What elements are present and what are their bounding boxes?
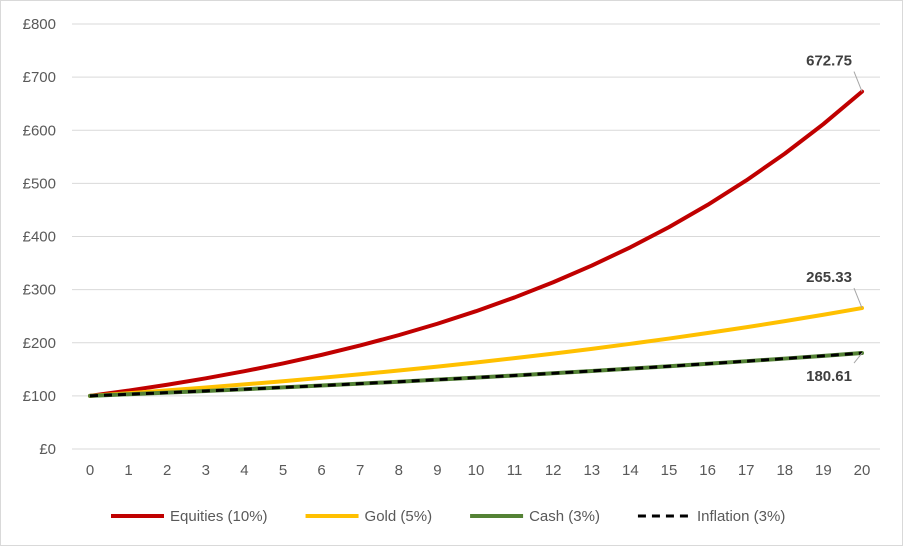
x-tick-label: 14: [622, 462, 639, 479]
x-tick-label: 5: [279, 462, 287, 479]
data-label: 265.33: [806, 269, 852, 286]
x-tick-label: 4: [240, 462, 248, 479]
y-axis-ticks: £0 £100 £200 £300 £400 £500 £600 £700 £800: [23, 16, 56, 458]
x-tick-label: 9: [433, 462, 441, 479]
x-tick-label: 17: [738, 462, 755, 479]
x-tick-label: 16: [699, 462, 716, 479]
series-line-equities-10: [88, 89, 864, 398]
x-tick-label: 8: [395, 462, 403, 479]
x-tick-label: 6: [317, 462, 325, 479]
legend-label: Gold (5%): [365, 508, 433, 525]
x-tick-label: 1: [124, 462, 132, 479]
legend: Equities (10%) Gold (5%) Cash (3%) Inflatio…: [111, 508, 785, 525]
y-tick-label: £400: [23, 229, 56, 246]
gridlines: [72, 23, 880, 450]
data-label-leader: [853, 287, 863, 309]
x-tick-label: 7: [356, 462, 364, 479]
x-tick-label: 13: [583, 462, 600, 479]
x-tick-label: 12: [545, 462, 562, 479]
series-lines: [88, 89, 864, 398]
y-tick-label: £500: [23, 175, 56, 192]
data-labels: 672.75 265.33 180.61: [806, 53, 863, 385]
x-tick-label: 0: [86, 462, 94, 479]
y-tick-label: £700: [23, 69, 56, 86]
x-tick-label: 15: [661, 462, 678, 479]
legend-label: Equities (10%): [170, 508, 268, 525]
y-tick-label: £0: [39, 441, 56, 458]
series-line-gold-5: [88, 306, 864, 398]
legend-item: Equities (10%): [111, 508, 268, 525]
x-tick-label: 18: [776, 462, 793, 479]
y-tick-label: £600: [23, 122, 56, 139]
x-tick-label: 20: [854, 462, 871, 479]
data-label-leader: [853, 71, 863, 92]
x-axis-ticks: 0 1 2 3 4 5 6 7 8 9 10 11 12 13 14 15 16 17 18 19 20: [86, 462, 871, 479]
data-label: 672.75: [806, 53, 852, 70]
data-label-leader: [853, 352, 863, 364]
y-tick-label: £200: [23, 335, 56, 352]
x-tick-label: 2: [163, 462, 171, 479]
x-tick-label: 11: [507, 462, 523, 479]
legend-label: Inflation (3%): [697, 508, 785, 525]
x-tick-label: 10: [468, 462, 485, 479]
series-line-inflation-3: [89, 351, 863, 398]
y-tick-label: £800: [23, 16, 56, 33]
x-tick-label: 3: [202, 462, 210, 479]
legend-item: Inflation (3%): [637, 508, 785, 525]
y-tick-label: £100: [23, 388, 56, 405]
legend-item: Cash (3%): [470, 508, 600, 525]
x-tick-label: 19: [815, 462, 832, 479]
legend-item: Gold (5%): [305, 508, 433, 525]
data-label: 180.61: [806, 368, 852, 385]
legend-label: Cash (3%): [529, 508, 600, 525]
y-tick-label: £300: [23, 282, 56, 299]
